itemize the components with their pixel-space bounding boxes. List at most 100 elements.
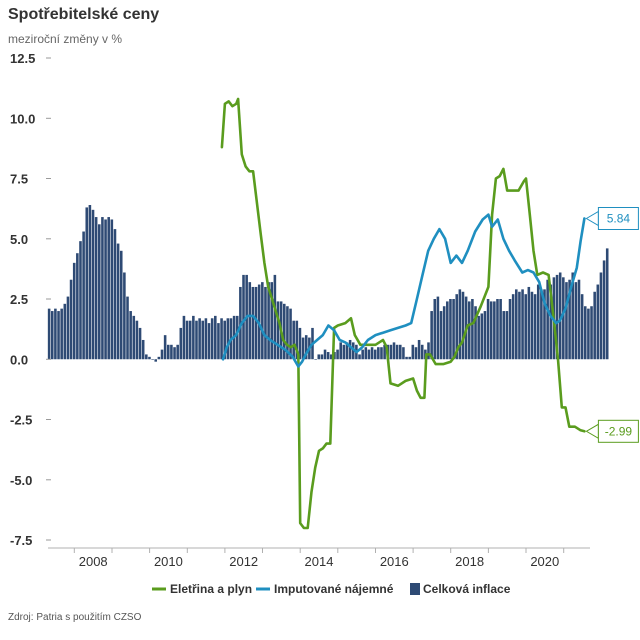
callout-pointer	[585, 210, 599, 227]
bar-celkova-inflace	[493, 301, 496, 360]
bar-celkova-inflace	[154, 359, 158, 362]
bar-celkova-inflace	[170, 344, 173, 360]
bar-celkova-inflace	[254, 286, 258, 360]
bar-celkova-inflace	[587, 308, 590, 360]
bar-celkova-inflace	[577, 279, 581, 360]
bar-celkova-inflace	[126, 296, 129, 360]
bar-celkova-inflace	[380, 347, 383, 360]
bar-celkova-inflace	[408, 356, 411, 360]
bar-celkova-inflace	[499, 299, 502, 360]
bar-celkova-inflace	[474, 306, 477, 360]
bar-celkova-inflace	[204, 318, 208, 360]
bar-celkova-inflace	[480, 313, 484, 360]
y-tick-label: 10.0	[10, 111, 35, 126]
bar-celkova-inflace	[452, 299, 455, 360]
callout-value: 5.84	[607, 212, 631, 226]
bar-celkova-inflace	[477, 315, 480, 360]
bar-celkova-inflace	[141, 339, 145, 360]
callout-box	[597, 207, 639, 230]
bar-celkova-inflace	[273, 274, 277, 360]
bar-celkova-inflace	[79, 241, 82, 360]
bar-celkova-inflace	[85, 207, 89, 360]
bar-celkova-inflace	[546, 279, 549, 360]
bar-celkova-inflace	[104, 219, 107, 360]
bar-celkova-inflace	[383, 344, 386, 360]
bar-celkova-inflace	[301, 337, 305, 360]
bar-celkova-inflace	[201, 320, 205, 360]
legend: Eletřina a plyn Imputované nájemné Celková…	[152, 582, 511, 596]
bar-celkova-inflace	[304, 335, 308, 360]
bar-celkova-inflace	[605, 248, 609, 360]
bar-celkova-inflace	[562, 277, 565, 360]
bar-celkova-inflace	[116, 243, 120, 360]
y-tick-label: 5.0	[10, 232, 28, 247]
bar-celkova-inflace	[593, 291, 596, 360]
bar-celkova-inflace	[173, 347, 176, 360]
y-tick-label: 12.5	[10, 51, 35, 66]
legend-label-eletrina-a-plyn: Eletřina a plyn	[170, 582, 252, 596]
bar-celkova-inflace	[427, 342, 430, 360]
callout-value: -2.99	[605, 424, 633, 438]
x-tick-label: 2016	[380, 554, 409, 569]
bar-celkova-inflace	[160, 349, 164, 360]
bar-celkova-inflace	[389, 344, 393, 360]
bar-celkova-inflace	[94, 217, 98, 360]
bar-celkova-inflace	[264, 286, 267, 360]
bar-celkova-inflace	[565, 282, 568, 360]
bar-celkova-inflace	[188, 320, 192, 360]
bar-celkova-inflace	[176, 344, 179, 360]
bar-celkova-inflace	[442, 306, 446, 360]
y-tick-label: -2.5	[10, 413, 32, 428]
bar-celkova-inflace	[521, 289, 524, 360]
bar-celkova-inflace	[76, 253, 79, 360]
bar-celkova-inflace	[54, 308, 57, 360]
bar-celkova-inflace	[88, 205, 92, 360]
bar-celkova-inflace	[270, 282, 274, 360]
bar-celkova-inflace	[549, 284, 553, 360]
bar-celkova-inflace	[198, 318, 201, 360]
bar-celkova-inflace	[129, 311, 132, 360]
bar-celkova-inflace	[113, 229, 117, 360]
bar-celkova-inflace	[489, 301, 493, 360]
source-note: Zdroj: Patria s použitím CZSO	[8, 612, 142, 623]
bar-celkova-inflace	[214, 315, 217, 360]
bar-celkova-inflace	[358, 354, 361, 360]
bar-celkova-inflace	[533, 294, 537, 360]
bar-celkova-inflace	[336, 349, 339, 360]
bar-celkova-inflace	[135, 320, 139, 360]
bar-celkova-inflace	[558, 272, 562, 360]
bar-celkova-inflace	[323, 349, 327, 360]
bar-celkova-inflace	[98, 224, 101, 360]
x-tick-label: 2020	[530, 554, 559, 569]
bar-celkova-inflace	[242, 274, 245, 360]
bar-celkova-inflace	[267, 282, 270, 360]
bar-celkova-inflace	[527, 286, 531, 360]
bar-celkova-inflace	[583, 306, 587, 360]
bar-celkova-inflace	[518, 291, 521, 360]
bar-celkova-inflace	[339, 342, 342, 360]
bar-celkova-inflace	[402, 347, 405, 360]
series-lines	[220, 97, 586, 530]
callout-pointer	[585, 423, 599, 440]
bar-celkova-inflace	[91, 209, 95, 360]
bar-celkova-inflace	[276, 301, 280, 360]
bar-celkova-inflace	[602, 260, 606, 360]
bar-celkova-inflace	[502, 311, 506, 360]
bar-celkova-inflace	[107, 217, 110, 360]
bar-celkova-inflace	[599, 272, 603, 360]
bar-celkova-inflace	[60, 308, 63, 360]
chart-title: Spotřebitelské ceny	[8, 6, 160, 23]
bar-celkova-inflace	[524, 294, 527, 360]
bar-celkova-inflace	[185, 320, 189, 360]
x-tick-label: 2012	[229, 554, 258, 569]
bar-celkova-inflace	[417, 339, 421, 360]
bar-celkova-inflace	[420, 344, 424, 360]
bar-celkova-inflace	[298, 327, 302, 360]
bar-celkova-inflace	[295, 320, 299, 360]
legend-label-celkova-inflace: Celková inflace	[423, 582, 511, 596]
bar-celkova-inflace	[207, 323, 211, 360]
line-imputovane-najemne	[221, 213, 586, 368]
bar-celkova-inflace	[373, 349, 377, 360]
bar-celkova-inflace	[540, 289, 543, 360]
